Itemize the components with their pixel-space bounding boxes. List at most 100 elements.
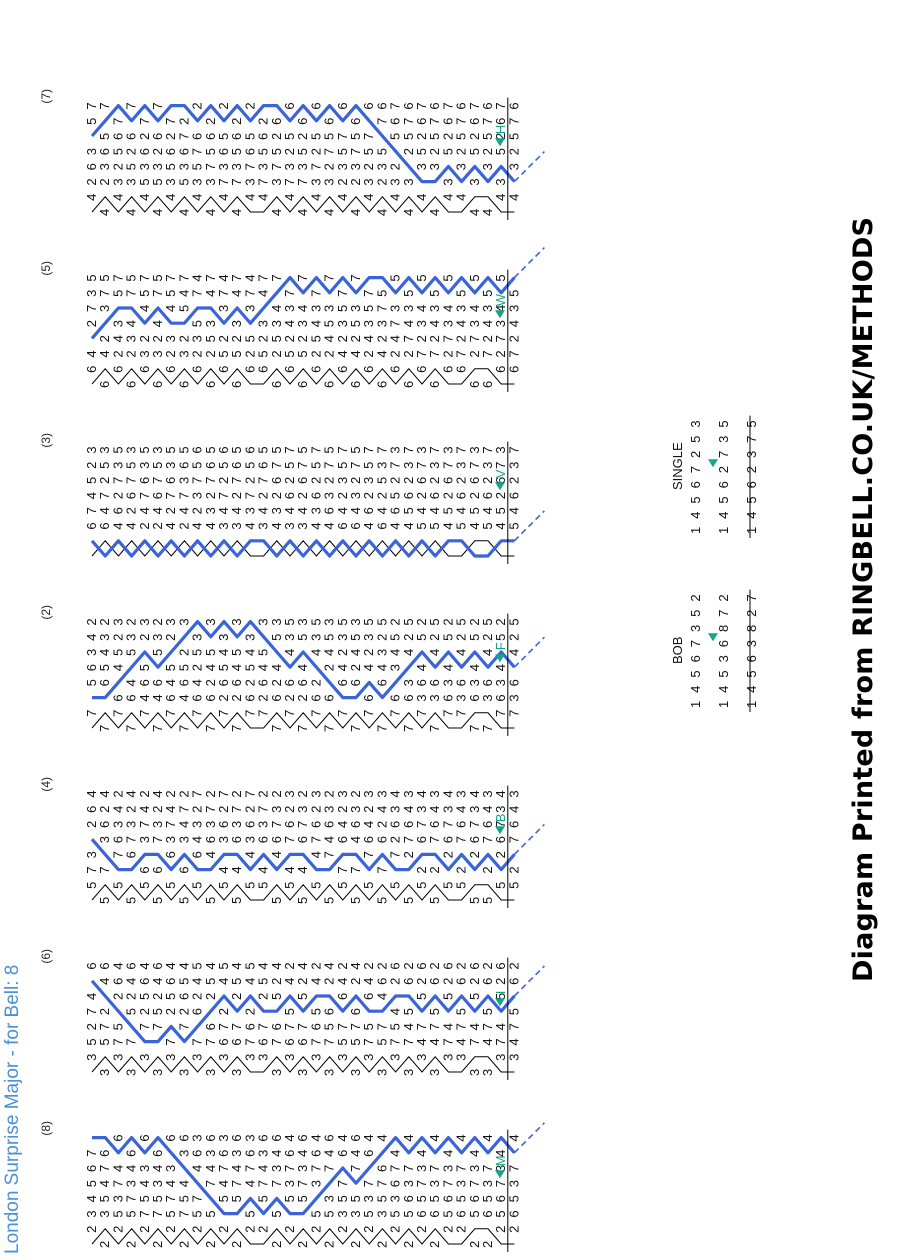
bell-digit: 7 xyxy=(322,462,337,469)
bell-digit: 2 xyxy=(97,618,112,625)
bell-digit: 5 xyxy=(322,320,337,327)
call-digit: 5 xyxy=(744,496,759,503)
bell-digit: 5 xyxy=(401,507,416,514)
bell-digit: 6 xyxy=(269,381,284,388)
bell-digit: 3 xyxy=(480,694,495,701)
bell-digit: 4 xyxy=(427,507,442,514)
treble-path xyxy=(91,540,515,557)
bell-digit: 5 xyxy=(440,148,455,155)
lead-label: (2) xyxy=(39,605,53,620)
bell-digit: 4 xyxy=(176,209,191,216)
bell-digit: 5 xyxy=(163,163,178,170)
bell-digit: 4 xyxy=(361,194,376,201)
bell-digit: 5 xyxy=(256,1195,271,1202)
bell-digit: 3 xyxy=(110,821,125,828)
bell-digit: 6 xyxy=(414,836,429,843)
bell-digit: 5 xyxy=(216,664,231,671)
bell-digit: 6 xyxy=(137,148,152,155)
bell-digit: 7 xyxy=(176,1023,191,1030)
lead-continuation xyxy=(513,247,545,279)
bell-digit: 7 xyxy=(190,290,205,297)
bell-digit: 4 xyxy=(388,335,403,342)
bell-digit: 3 xyxy=(361,477,376,484)
bell-digit: 7 xyxy=(190,148,205,155)
bell-digit: 4 xyxy=(256,1165,271,1172)
bell-digit: 4 xyxy=(137,806,152,813)
bell-digit: 5 xyxy=(493,882,508,889)
bell-digit: 3 xyxy=(401,679,416,686)
bell-digit: 2 xyxy=(282,694,297,701)
bell-digit: 5 xyxy=(348,634,363,641)
bell-digit: 4 xyxy=(190,679,205,686)
bell-digit: 4 xyxy=(163,194,178,201)
bell-digit: 4 xyxy=(163,305,178,312)
bell-digit: 4 xyxy=(295,962,310,969)
bell-digit: 4 xyxy=(203,664,218,671)
bell-digit: 5 xyxy=(454,1008,469,1015)
bell-digit: 6 xyxy=(295,1038,310,1045)
bell-digit: 4 xyxy=(401,649,416,656)
bell-digit: 4 xyxy=(110,962,125,969)
bell-digit: 7 xyxy=(150,102,165,109)
bell-digit: 7 xyxy=(84,1008,99,1015)
bell-digit: 4 xyxy=(348,836,363,843)
bell-digit: 6 xyxy=(163,978,178,985)
call-digit: 1 xyxy=(688,527,703,534)
lead-continuation xyxy=(513,965,545,997)
bell-digit: 4 xyxy=(190,978,205,985)
bell-digit: 2 xyxy=(190,507,205,514)
bell-digit: 3 xyxy=(295,806,310,813)
bell-digit: 5 xyxy=(269,148,284,155)
bell-digit: 6 xyxy=(467,694,482,701)
bell-digit: 2 xyxy=(322,664,337,671)
bell-digit: 7 xyxy=(374,118,389,125)
bell-digit: 3 xyxy=(229,522,244,529)
bell-digit: 2 xyxy=(282,1226,297,1233)
bell-digit: 7 xyxy=(440,335,455,342)
bell-digit: 4 xyxy=(282,866,297,873)
call-marker-icon xyxy=(708,459,718,468)
bell-digit: 2 xyxy=(97,806,112,813)
bell-digit: 4 xyxy=(256,290,271,297)
bell-digit: 3 xyxy=(97,634,112,641)
bell-digit: 4 xyxy=(361,1134,376,1141)
bell-digit: 5 xyxy=(269,446,284,453)
bell-digit: 4 xyxy=(493,194,508,201)
bell-digit: 3 xyxy=(137,462,152,469)
bell-digit: 3 xyxy=(176,350,191,357)
bell-digit: 2 xyxy=(506,634,521,641)
bell-digit: 3 xyxy=(348,163,363,170)
bell-digit: 5 xyxy=(256,350,271,357)
bell-digit: 5 xyxy=(322,446,337,453)
bell-digit: 3 xyxy=(401,1069,416,1076)
bell-digit: 4 xyxy=(97,350,112,357)
bell-digit: 6 xyxy=(84,806,99,813)
bell-digit: 3 xyxy=(348,1069,363,1076)
bell-digit: 5 xyxy=(388,492,403,499)
bell-digit: 4 xyxy=(256,507,271,514)
bell-digit: 5 xyxy=(361,618,376,625)
bell-digit: 3 xyxy=(374,163,389,170)
bell-digit: 3 xyxy=(203,507,218,514)
bell-digit: 6 xyxy=(361,102,376,109)
bell-digit: 7 xyxy=(427,836,442,843)
lead-continuation xyxy=(513,823,545,855)
bell-digit: 3 xyxy=(440,320,455,327)
bell-digit: 6 xyxy=(84,522,99,529)
bell-digit: 4 xyxy=(493,664,508,671)
bell-digit: 2 xyxy=(282,148,297,155)
bell-digit: 6 xyxy=(440,694,455,701)
bell-digit: 3 xyxy=(493,178,508,185)
bell-digit: 5 xyxy=(322,1023,337,1030)
bell-digit: 4 xyxy=(388,1150,403,1157)
bell-digit: 3 xyxy=(124,178,139,185)
bell-digit: 5 xyxy=(190,320,205,327)
bell-digit: 3 xyxy=(203,618,218,625)
bell-digit: 4 xyxy=(124,679,139,686)
bell-digit: 4 xyxy=(335,821,350,828)
bell-digit: 6 xyxy=(467,118,482,125)
bell-digit: 6 xyxy=(176,866,191,873)
bell-digit: 2 xyxy=(137,335,152,342)
bell-digit: 3 xyxy=(374,649,389,656)
bell-digit: 3 xyxy=(454,1054,469,1061)
